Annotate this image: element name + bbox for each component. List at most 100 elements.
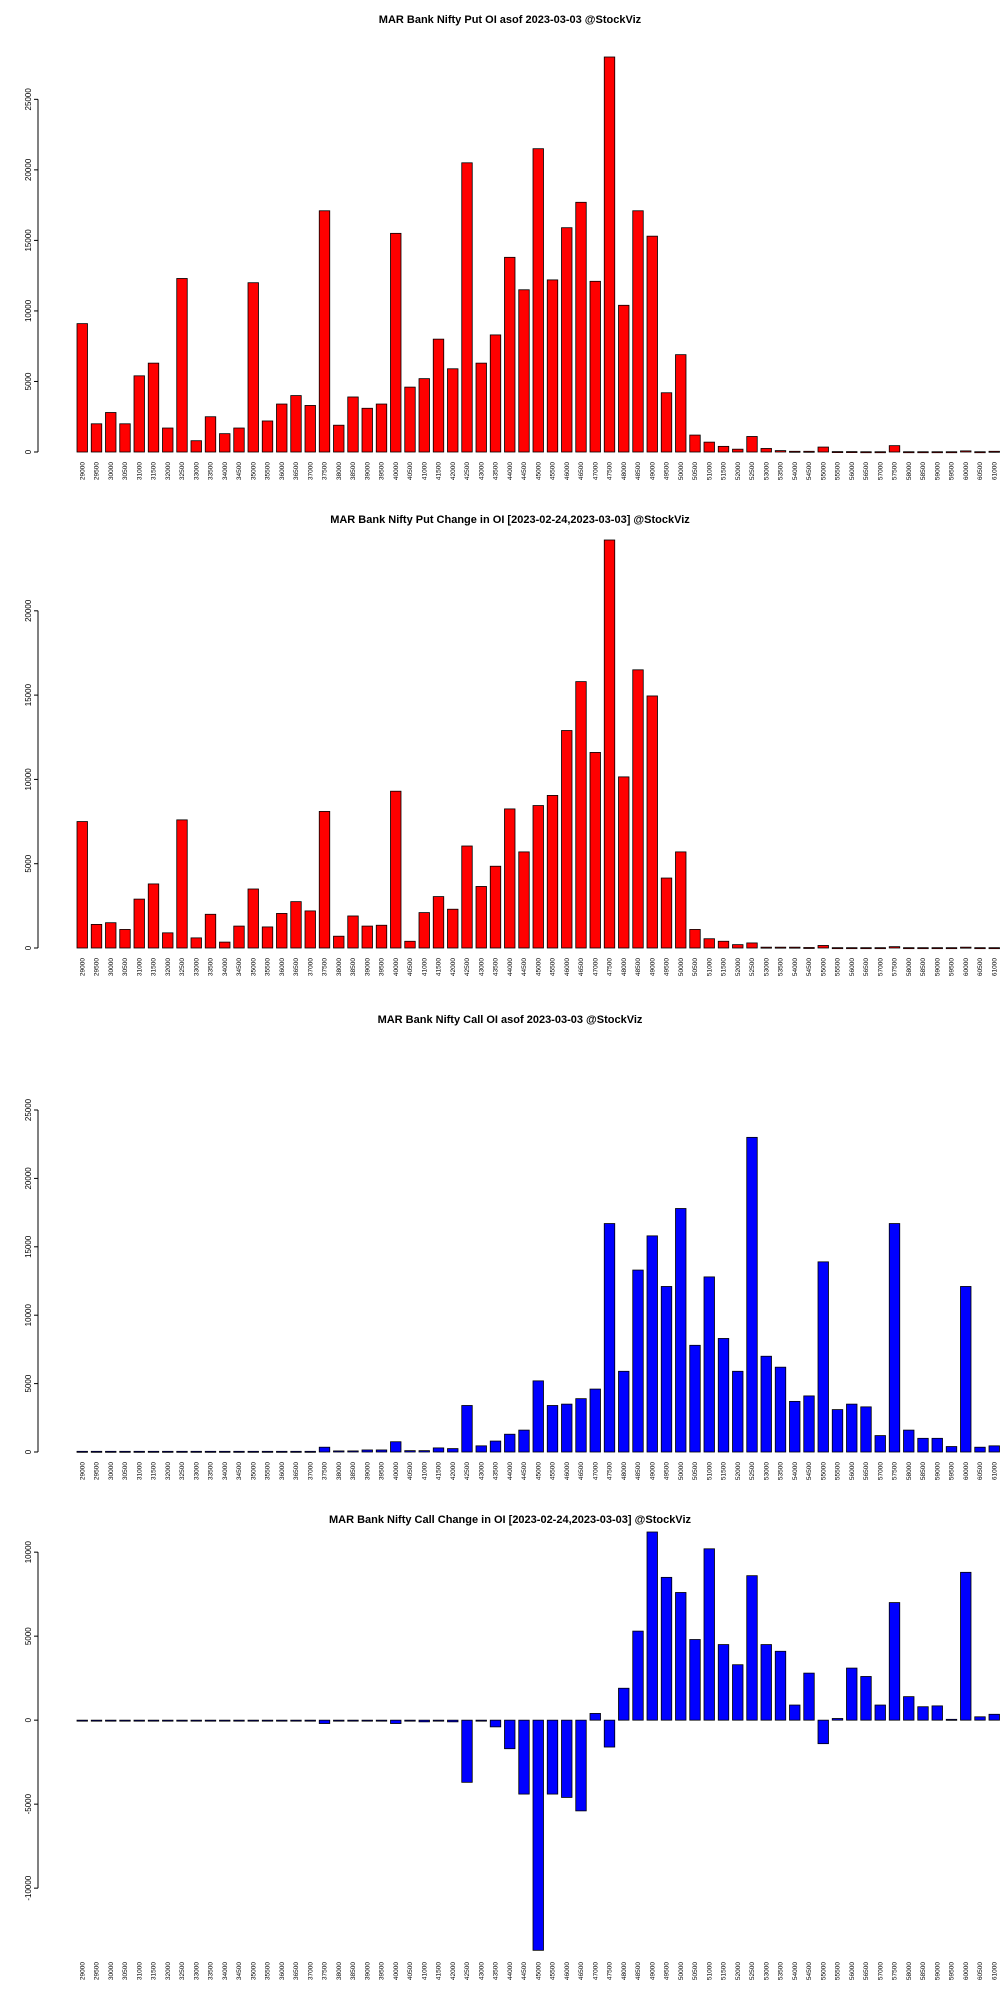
- x-tick-label: 39000: [364, 1462, 371, 1480]
- bar-47000: [589, 280, 601, 453]
- x-tick-label: 40000: [393, 958, 400, 976]
- x-tick-label: 42500: [464, 958, 471, 976]
- x-tick-label: 44500: [521, 958, 528, 976]
- bar-58000: [903, 1696, 915, 1721]
- x-tick-label: 29500: [94, 1962, 101, 1980]
- x-tick-label: 39500: [379, 958, 386, 976]
- bar-30500: [119, 929, 131, 949]
- bar-50500: [689, 1639, 701, 1721]
- bar-45000: [532, 805, 544, 949]
- bar-30000: [105, 1450, 117, 1453]
- bar-39500: [375, 924, 388, 949]
- x-tick-label: 54500: [806, 958, 813, 976]
- x-tick-label: 41000: [421, 462, 428, 480]
- x-tick-label: 31000: [136, 958, 143, 976]
- bar-42000: [447, 1719, 459, 1723]
- x-tick-label: 47000: [592, 1962, 599, 1980]
- y-tick-label: 5000: [24, 1374, 33, 1392]
- bar-38000: [333, 1450, 345, 1453]
- bar-48500: [632, 210, 644, 453]
- bar-50000: [675, 1592, 687, 1721]
- x-tick-label: 46000: [564, 462, 571, 480]
- bar-47500: [603, 1223, 616, 1453]
- y-tick-label: 20000: [24, 1167, 33, 1190]
- x-tick-label: 59500: [949, 1462, 956, 1480]
- x-tick-label: 33000: [193, 1462, 200, 1480]
- x-tick-label: 44500: [521, 1962, 528, 1980]
- x-tick-label: 40000: [393, 1462, 400, 1480]
- bar-37500: [318, 811, 331, 949]
- bar-30500: [119, 1719, 131, 1722]
- x-tick-label: 52500: [749, 1962, 756, 1980]
- x-tick-label: 46500: [578, 1962, 585, 1980]
- bar-51000: [703, 441, 715, 453]
- bar-32000: [162, 932, 174, 949]
- x-tick-label: 42500: [464, 1462, 471, 1480]
- x-tick-label: 51000: [706, 462, 713, 480]
- bar-33000: [190, 937, 202, 949]
- bar-34000: [219, 1450, 231, 1453]
- bar-57000: [874, 1435, 886, 1453]
- bar-47500: [603, 1719, 616, 1748]
- bar-49000: [646, 1235, 658, 1453]
- bar-50000: [675, 1208, 687, 1453]
- x-tick-label: 42000: [450, 462, 457, 480]
- y-tick-label: 10000: [24, 299, 33, 322]
- bar-53500: [774, 1650, 787, 1721]
- x-tick-label: 43000: [478, 958, 485, 976]
- x-tick-label: 33500: [208, 1962, 215, 1980]
- x-tick-label: 58500: [920, 1962, 927, 1980]
- bar-49500: [660, 1286, 673, 1453]
- bar-37000: [304, 1719, 316, 1722]
- bar-34500: [233, 427, 245, 453]
- bar-55000: [817, 1261, 829, 1453]
- bar-49000: [646, 235, 658, 453]
- y-tick-label: 15000: [24, 683, 33, 706]
- bar-54500: [803, 947, 815, 949]
- bar-46500: [575, 201, 587, 453]
- chart-panel-2: MAR Bank Nifty Put Change in OI [2023-02…: [24, 514, 1000, 976]
- x-tick-label: 35500: [265, 958, 272, 976]
- x-tick-label: 43500: [493, 462, 500, 480]
- bar-54500: [803, 1395, 815, 1453]
- x-tick-label: 58500: [920, 1462, 927, 1480]
- x-tick-label: 56000: [849, 1962, 856, 1980]
- x-tick-label: 29500: [94, 462, 101, 480]
- x-tick-label: 29000: [79, 1462, 86, 1480]
- bar-39000: [361, 407, 373, 453]
- x-tick-label: 43500: [493, 1462, 500, 1480]
- x-tick-label: 34500: [236, 1462, 243, 1480]
- x-tick-label: 39000: [364, 462, 371, 480]
- bar-52000: [732, 1370, 744, 1453]
- x-tick-label: 44000: [507, 462, 514, 480]
- chart-title: MAR Bank Nifty Put Change in OI [2023-02…: [330, 514, 690, 526]
- bar-38500: [347, 1719, 359, 1722]
- chart-title: MAR Bank Nifty Call Change in OI [2023-0…: [329, 1514, 692, 1526]
- bar-54000: [789, 450, 801, 453]
- bar-46000: [561, 1719, 573, 1798]
- bar-59000: [931, 1705, 943, 1721]
- bar-52500: [746, 1575, 758, 1721]
- x-tick-label: 48500: [635, 1462, 642, 1480]
- bar-37000: [304, 910, 316, 949]
- x-tick-label: 45000: [535, 462, 542, 480]
- bar-31500: [147, 362, 160, 453]
- x-tick-label: 50000: [678, 1462, 685, 1480]
- x-tick-label: 42500: [464, 1962, 471, 1980]
- bar-39000: [361, 1719, 373, 1722]
- bar-53500: [774, 450, 787, 453]
- bar-53000: [760, 946, 772, 949]
- bar-52500: [746, 436, 758, 453]
- x-tick-label: 47500: [607, 1462, 614, 1480]
- x-tick-label: 30500: [122, 958, 129, 976]
- bar-31500: [147, 883, 160, 949]
- x-tick-label: 37500: [322, 958, 329, 976]
- bar-37000: [304, 1450, 316, 1453]
- x-tick-label: 58000: [906, 1462, 913, 1480]
- bar-50500: [689, 1344, 701, 1453]
- bar-47500: [603, 539, 616, 949]
- x-tick-label: 57500: [892, 1962, 899, 1980]
- x-tick-label: 51500: [721, 462, 728, 480]
- x-tick-label: 44000: [507, 1962, 514, 1980]
- bar-41000: [418, 1719, 430, 1723]
